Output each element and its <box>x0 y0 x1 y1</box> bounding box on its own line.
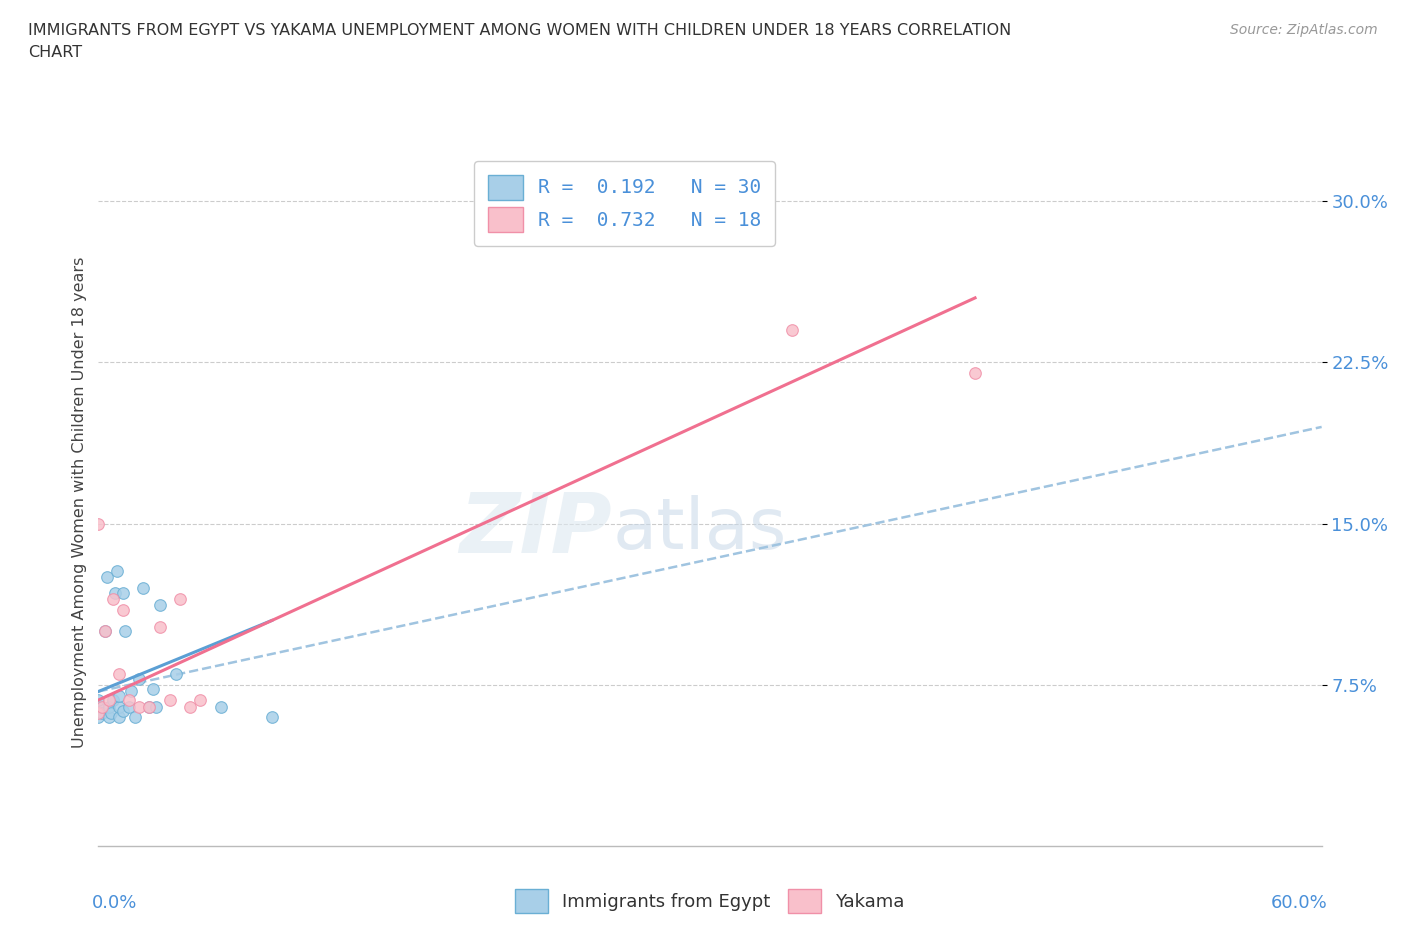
Point <box>87 516 110 531</box>
Point <box>179 699 201 714</box>
Text: 60.0%: 60.0% <box>1271 895 1327 912</box>
Point <box>124 710 146 724</box>
Point <box>105 564 128 578</box>
Point <box>132 580 155 596</box>
Text: 0.0%: 0.0% <box>93 895 138 912</box>
Point <box>111 603 134 618</box>
Point <box>97 699 120 714</box>
Text: atlas: atlas <box>612 496 786 565</box>
Point <box>149 598 172 613</box>
Point <box>118 693 141 708</box>
Point <box>145 699 167 714</box>
Point <box>965 365 987 380</box>
Point <box>138 699 160 714</box>
Point <box>780 323 803 338</box>
Point <box>87 706 110 721</box>
Point <box>97 710 120 724</box>
Point <box>118 699 141 714</box>
Point <box>120 684 142 699</box>
Point <box>91 706 114 721</box>
Point <box>111 585 134 600</box>
Text: CHART: CHART <box>28 45 82 60</box>
Point <box>108 710 131 724</box>
Point <box>108 688 131 703</box>
Text: ZIP: ZIP <box>460 489 612 570</box>
Point <box>101 693 124 708</box>
Point <box>159 693 181 708</box>
Text: IMMIGRANTS FROM EGYPT VS YAKAMA UNEMPLOYMENT AMONG WOMEN WITH CHILDREN UNDER 18 : IMMIGRANTS FROM EGYPT VS YAKAMA UNEMPLOY… <box>28 23 1011 38</box>
Point <box>209 699 232 714</box>
Point <box>101 591 124 606</box>
Point <box>93 624 115 639</box>
Point <box>114 624 136 639</box>
Point <box>169 591 191 606</box>
Point <box>260 710 283 724</box>
Point <box>91 699 114 714</box>
Point <box>142 682 165 697</box>
Point <box>96 570 118 585</box>
Point <box>97 693 120 708</box>
Point <box>93 624 115 639</box>
Text: Source: ZipAtlas.com: Source: ZipAtlas.com <box>1230 23 1378 37</box>
Point <box>128 699 150 714</box>
Point <box>108 699 131 714</box>
Y-axis label: Unemployment Among Women with Children Under 18 years: Unemployment Among Women with Children U… <box>72 257 87 748</box>
Point <box>104 585 127 600</box>
Point <box>188 693 212 708</box>
Point <box>87 699 110 714</box>
Point <box>165 667 187 682</box>
Point <box>149 619 172 634</box>
Point <box>100 706 122 721</box>
Point <box>87 693 110 708</box>
Point <box>108 667 131 682</box>
Point <box>128 671 150 686</box>
Legend: Immigrants from Egypt, Yakama: Immigrants from Egypt, Yakama <box>508 883 912 920</box>
Point <box>138 699 160 714</box>
Point <box>111 703 134 718</box>
Point <box>87 710 110 724</box>
